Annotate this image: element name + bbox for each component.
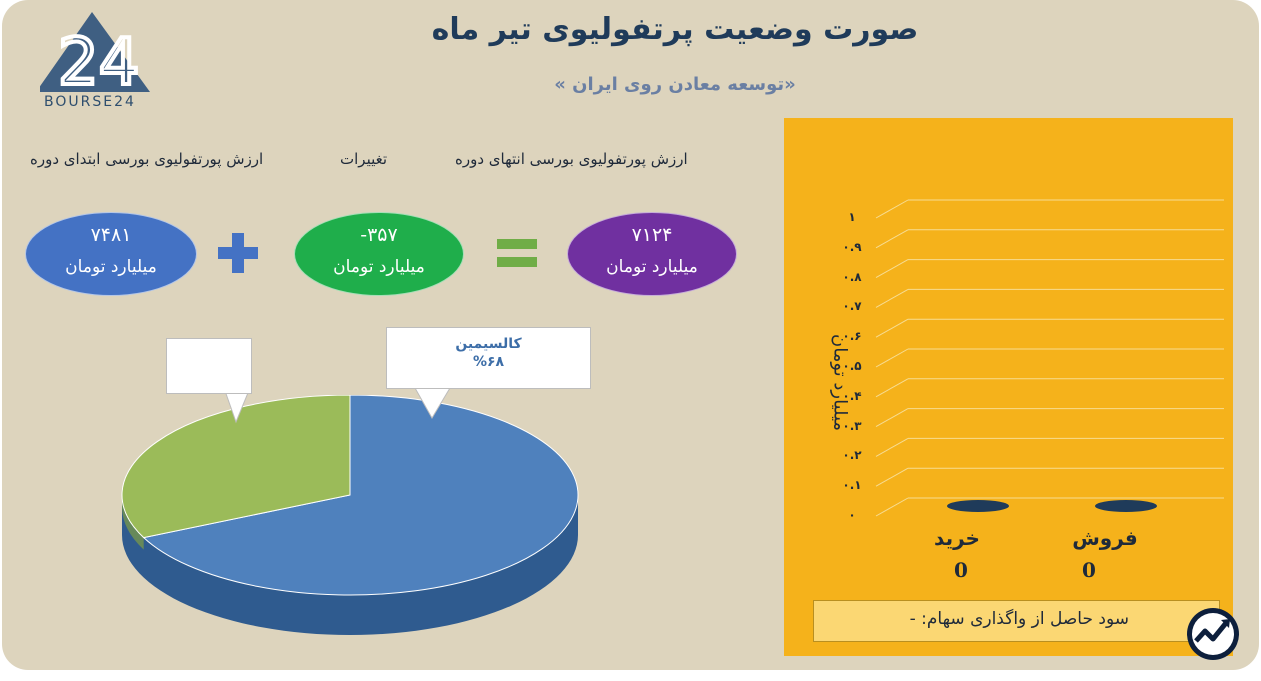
category-buy: خرید bbox=[934, 526, 980, 550]
logo-text: BOURSE24 bbox=[44, 94, 136, 110]
end-value-ellipse: ۷۱۲۴ میلیارد تومان bbox=[567, 212, 737, 296]
bar-chart-panel bbox=[784, 118, 1233, 656]
y-tick-label: ۰.۵ bbox=[842, 359, 862, 373]
bar-chart bbox=[875, 199, 1224, 517]
svg-text:24: 24 bbox=[58, 26, 139, 100]
grid-diag-8 bbox=[875, 259, 909, 279]
start-unit: میلیارد تومان bbox=[65, 257, 157, 277]
change-label: تغییرات bbox=[340, 150, 388, 168]
callout-pointers bbox=[223, 387, 451, 424]
bar-top-1 bbox=[1095, 500, 1157, 512]
y-tick-label: ۱ bbox=[848, 210, 856, 224]
y-tick-label: ۰.۸ bbox=[842, 269, 862, 284]
start-value-ellipse: ۷۴۸۱ میلیارد تومان bbox=[25, 212, 197, 296]
callout-calcimin-label: کالسیمین bbox=[455, 336, 522, 352]
value-sell: 0 bbox=[1082, 558, 1096, 582]
pie-side-edge-other bbox=[122, 495, 144, 550]
category-sell: فروش bbox=[1072, 526, 1138, 550]
pie-chart bbox=[121, 395, 579, 635]
bar-chart-ylabel: میلیارد تومان bbox=[829, 333, 851, 432]
page-subtitle: «توسعه معادن روی ایران » bbox=[554, 74, 796, 95]
change-unit: میلیارد تومان bbox=[333, 257, 425, 277]
grid-diag-2 bbox=[875, 437, 909, 457]
start-value: ۷۴۸۱ bbox=[90, 224, 132, 246]
value-buy: 0 bbox=[954, 558, 968, 582]
grid-diag-3 bbox=[875, 408, 909, 428]
grid-diag-10 bbox=[875, 199, 909, 219]
callout-calcimin-value: %۶۸ bbox=[472, 354, 505, 370]
profit-label: سود حاصل از واگذاری سهام: - bbox=[909, 609, 1129, 629]
grid-diag-6 bbox=[875, 318, 909, 338]
pie-slice-0 bbox=[142, 395, 579, 596]
y-tick-label: ۰.۴ bbox=[842, 388, 862, 403]
grid-diag-9 bbox=[875, 229, 909, 249]
profit-box: سود حاصل از واگذاری سهام: - bbox=[813, 600, 1220, 642]
grid-diag-7 bbox=[875, 288, 909, 308]
y-tick-label: ۰.۹ bbox=[842, 239, 862, 254]
equals-icon bbox=[497, 239, 537, 267]
start-value-label: ارزش پورتفولیوی بورسی ابتدای دوره bbox=[30, 150, 264, 168]
bourse24-logo: 24 bbox=[40, 12, 150, 102]
change-value: -۳۵۷ bbox=[360, 224, 398, 246]
grid-diag-5 bbox=[875, 348, 909, 368]
callout-calcimin: کالسیمین %۶۸ bbox=[386, 327, 591, 389]
y-tick-label: ۰ bbox=[848, 508, 856, 522]
grid-diag-0 bbox=[875, 497, 909, 517]
y-tick-label: ۰.۲ bbox=[842, 448, 862, 463]
grid-diag-4 bbox=[875, 378, 909, 398]
trend-badge-icon bbox=[1187, 608, 1239, 660]
grid-diag-1 bbox=[875, 467, 909, 487]
pie-side-wall bbox=[122, 495, 578, 635]
pie-slice-1 bbox=[121, 395, 351, 539]
end-value-label: ارزش پورتفولیوی بورسی انتهای دوره bbox=[455, 150, 688, 168]
end-value: ۷۱۲۴ bbox=[631, 224, 673, 246]
page-title: صورت وضعیت پرتفولیوی تیر ماه bbox=[431, 12, 919, 47]
y-tick-label: ۰.۱ bbox=[842, 478, 862, 493]
y-tick-label: ۰.۶ bbox=[842, 329, 862, 344]
end-unit: میلیارد تومان bbox=[606, 257, 698, 277]
y-tick-label: ۰.۷ bbox=[842, 299, 862, 314]
bar-top-0 bbox=[947, 500, 1009, 512]
y-tick-label: ۰.۳ bbox=[842, 418, 862, 433]
change-value-ellipse: -۳۵۷ میلیارد تومان bbox=[294, 212, 464, 296]
callout-other bbox=[166, 338, 252, 394]
plus-icon bbox=[218, 233, 258, 273]
